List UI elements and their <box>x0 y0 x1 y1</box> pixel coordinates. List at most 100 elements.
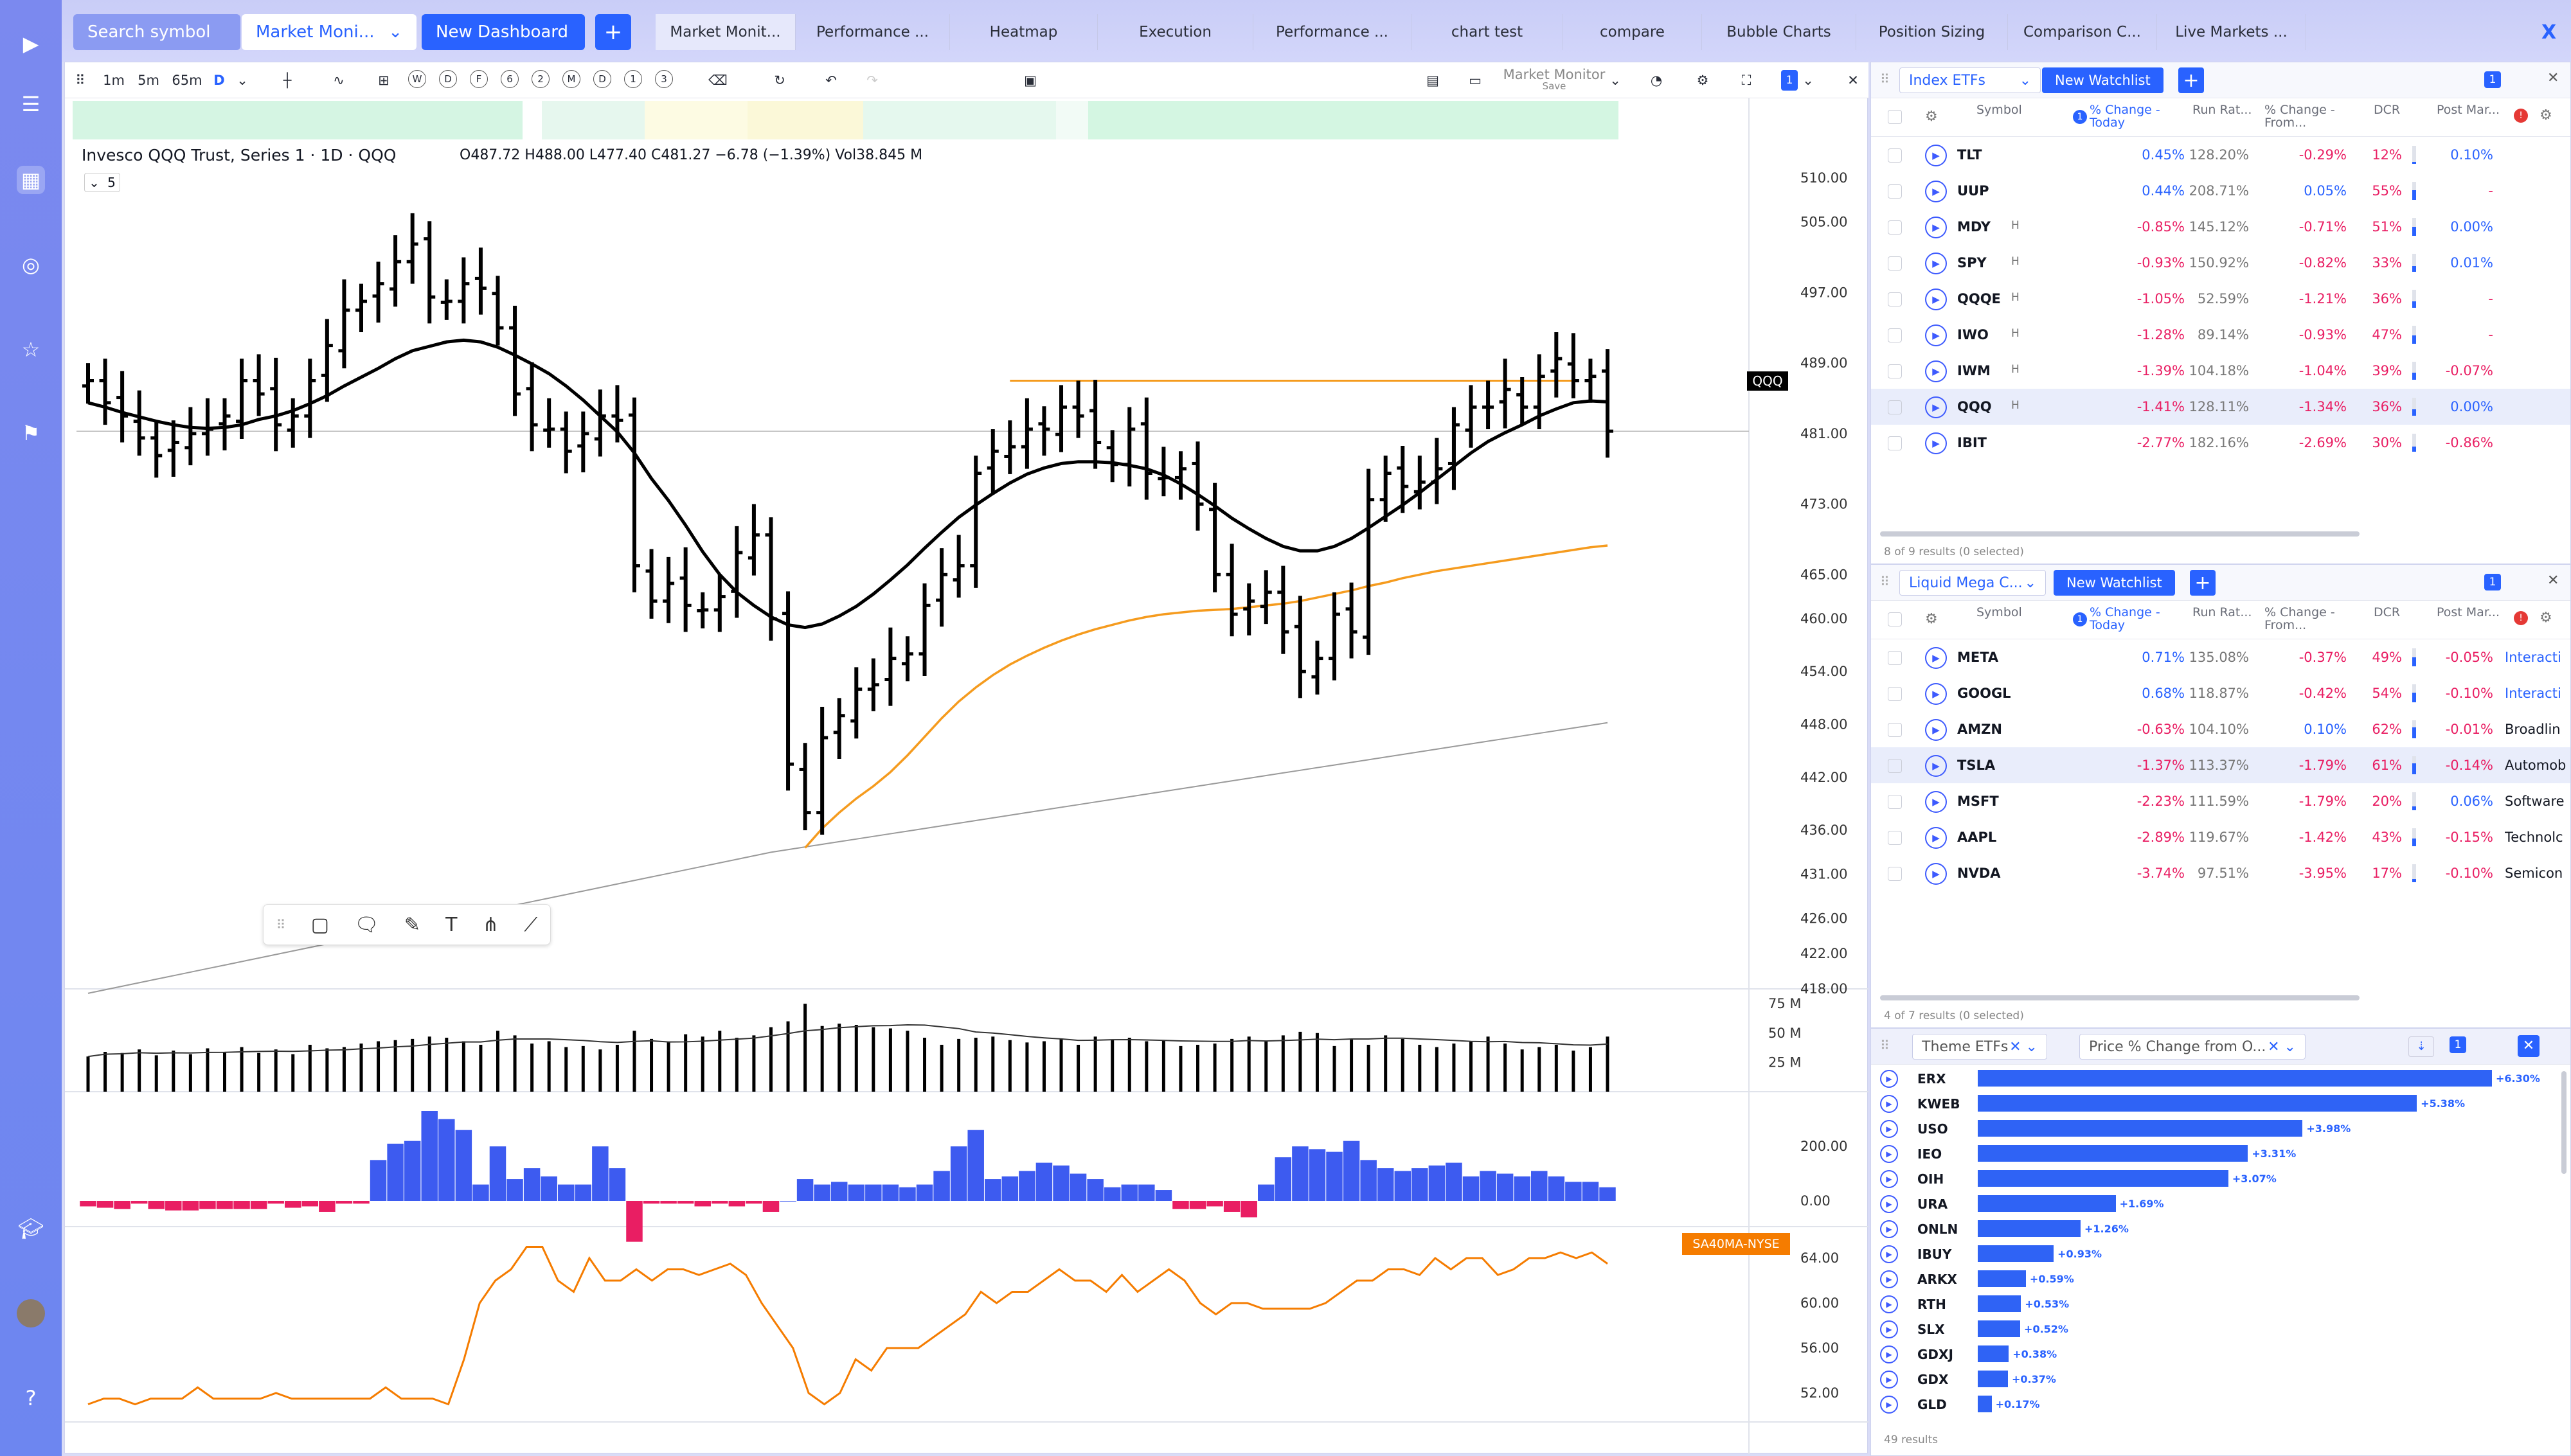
play-icon[interactable]: ▶ <box>1925 647 1947 669</box>
period-d[interactable]: D <box>439 70 457 88</box>
theme-bar-row[interactable]: ▶ URA +1.69% <box>1871 1191 2552 1216</box>
play-icon[interactable]: ▶ <box>1880 1245 1898 1263</box>
play-icon[interactable]: ▶ <box>1880 1371 1898 1389</box>
interval-65m[interactable]: 65m <box>172 73 202 88</box>
row-checkbox[interactable] <box>1888 436 1902 450</box>
symbol[interactable]: GOOGL <box>1957 686 2011 701</box>
alert-icon[interactable]: ! <box>2514 611 2528 625</box>
play-icon[interactable]: ▶ <box>1925 791 1947 813</box>
radar-icon[interactable]: ◎ <box>22 253 40 277</box>
table-row[interactable]: ▶ IWM H -1.39% 104.18% -1.04% 39% -0.07% <box>1871 353 2570 389</box>
play-icon[interactable]: ▶ <box>1925 863 1947 885</box>
rectangle-tool-icon[interactable]: ▢ <box>310 913 329 936</box>
theme-bar-row[interactable]: ▶ GDX +0.37% <box>1871 1367 2552 1391</box>
clear-icon[interactable]: ✕ ⌄ <box>2268 1038 2296 1055</box>
fullscreen-icon[interactable]: ⛶ <box>1741 72 1751 88</box>
gear-icon[interactable]: ⚙ <box>1696 73 1709 88</box>
play-icon[interactable]: ▶ <box>1880 1345 1898 1363</box>
new-watchlist-button[interactable]: New Watchlist <box>2042 67 2163 93</box>
column-header-3[interactable]: Run Rat... <box>2192 103 2252 117</box>
sort-icon[interactable]: ⇣ <box>2408 1036 2434 1057</box>
clear-icon[interactable]: ✕ ⌄ <box>2009 1038 2038 1055</box>
theme-bar-row[interactable]: ▶ ARKX +0.59% <box>1871 1266 2552 1291</box>
symbol[interactable]: IWM <box>1957 363 1991 378</box>
column-header-2[interactable]: % Change - Today <box>2090 103 2160 130</box>
table-row[interactable]: ▶ TLT 0.45% 128.20% -0.29% 12% 0.10% <box>1871 137 2570 173</box>
gear-icon[interactable]: ⚙ <box>1925 611 1938 627</box>
row-checkbox[interactable] <box>1888 723 1902 737</box>
column-header-4[interactable]: % Change - From... <box>2264 103 2335 130</box>
row-checkbox[interactable] <box>1888 364 1902 378</box>
table-row[interactable]: ▶ QQQE H -1.05% 52.59% -1.21% 36% - <box>1871 281 2570 317</box>
table-row[interactable]: ▶ TSLA -1.37% 113.37% -1.79% 61% -0.14% Automob <box>1871 747 2570 783</box>
play-icon[interactable]: ▶ <box>1925 683 1947 705</box>
column-header-6[interactable]: Post Mar... <box>2437 605 2500 619</box>
period-d2[interactable]: D <box>593 70 611 88</box>
table-row[interactable]: ▶ NVDA -3.74% 97.51% -3.95% 17% -0.10% Semicon <box>1871 855 2570 891</box>
row-checkbox[interactable] <box>1888 759 1902 773</box>
folder-icon[interactable]: ▭ <box>1469 73 1482 88</box>
symbol[interactable]: MSFT <box>1957 794 1999 809</box>
vertical-scrollbar[interactable] <box>2561 1071 2567 1174</box>
help-icon[interactable]: ? <box>25 1386 37 1410</box>
tab-8[interactable]: Bubble Charts <box>1702 14 1856 50</box>
redo-icon[interactable]: ↷ <box>866 73 878 88</box>
symbol[interactable]: QQQ <box>1957 399 1992 414</box>
bar-style-icon[interactable]: ┼ <box>283 73 292 88</box>
theme-bar-row[interactable]: ▶ GLD +0.17% <box>1871 1392 2552 1416</box>
play-icon[interactable]: ▶ <box>1925 755 1947 777</box>
play-icon[interactable]: ▶ <box>1880 1195 1898 1213</box>
refresh-icon[interactable]: ↻ <box>774 73 785 88</box>
play-icon[interactable]: ▶ <box>1925 181 1947 202</box>
close-icon[interactable]: ✕ <box>2547 573 2559 589</box>
play-icon[interactable]: ▶ <box>1925 719 1947 741</box>
drag-handle-icon[interactable]: ⠿ <box>1880 1038 1890 1053</box>
period-w[interactable]: W <box>408 70 426 88</box>
close-icon[interactable]: ✕ <box>1847 73 1859 88</box>
dashboard-select[interactable]: Market Moni... ⌄ <box>242 14 417 50</box>
period-2[interactable]: 2 <box>532 70 550 88</box>
link-count-badge[interactable]: 1 <box>2450 1036 2466 1053</box>
column-header-3[interactable]: Run Rat... <box>2192 605 2252 619</box>
brush-tool-icon[interactable]: ✎ <box>404 913 420 936</box>
row-checkbox[interactable] <box>1888 328 1902 342</box>
theme-bar-row[interactable]: ▶ RTH +0.53% <box>1871 1292 2552 1316</box>
play-icon[interactable]: ▶ <box>1880 1145 1898 1163</box>
table-row[interactable]: ▶ AMZN -0.63% 104.10% 0.10% 62% -0.01% Broadlin <box>1871 711 2570 747</box>
table-row[interactable]: ▶ UUP 0.44% 208.71% 0.05% 55% - <box>1871 173 2570 209</box>
theme-select[interactable]: Theme ETFs ✕ ⌄ <box>1912 1034 2047 1060</box>
layout-name[interactable]: Market Monitor Save <box>1487 68 1622 93</box>
play-icon[interactable]: ▶ <box>1880 1220 1898 1238</box>
theme-bar-row[interactable]: ▶ ERX +6.30% <box>1871 1066 2552 1090</box>
column-header-6[interactable]: Post Mar... <box>2437 103 2500 117</box>
horizontal-scrollbar[interactable] <box>1880 531 2360 537</box>
drawing-drag-handle-icon[interactable]: ⠿ <box>276 917 286 932</box>
price-chart[interactable]: 510.00 505.00 497.00 489.00 481.00 473.00 465.… <box>65 98 1868 1454</box>
tab-6[interactable]: chart test <box>1411 14 1563 50</box>
star-icon[interactable]: ☆ <box>21 337 40 362</box>
alerts-icon[interactable]: ⚑ <box>21 421 40 445</box>
period-6[interactable]: 6 <box>501 70 519 88</box>
play-icon[interactable]: ▶ <box>1880 1396 1898 1414</box>
link-count-badge[interactable]: 1 <box>1781 70 1798 91</box>
logo-play-icon[interactable]: ▶ <box>22 31 39 56</box>
tab-2[interactable]: Performance ... <box>796 14 950 50</box>
symbol[interactable]: TLT <box>1957 147 1982 163</box>
link-chevron-icon[interactable]: ⌄ <box>1802 73 1814 88</box>
table-row[interactable]: ▶ QQQ H -1.41% 128.11% -1.34% 36% 0.00% <box>1871 389 2570 425</box>
menu-icon[interactable]: ☰ <box>21 92 40 116</box>
theme-bar-row[interactable]: ▶ USO +3.98% <box>1871 1116 2552 1141</box>
layout-icon[interactable]: ▤ <box>1426 73 1439 88</box>
play-icon[interactable]: ▶ <box>1880 1270 1898 1288</box>
play-icon[interactable]: ▶ <box>1880 1320 1898 1338</box>
tab-3[interactable]: Heatmap <box>950 14 1098 50</box>
table-row[interactable]: ▶ GOOGL 0.68% 118.87% -0.42% 54% -0.10% Interac… <box>1871 675 2570 711</box>
play-icon[interactable]: ▶ <box>1925 145 1947 166</box>
column-header-4[interactable]: % Change - From... <box>2264 605 2335 632</box>
fib-tool-icon[interactable]: ⋔ <box>482 913 499 936</box>
watchlist-select[interactable]: Liquid Mega C... ⌄ <box>1899 570 2046 596</box>
play-icon[interactable]: ▶ <box>1925 289 1947 310</box>
play-icon[interactable]: ▶ <box>1925 253 1947 274</box>
symbol[interactable]: NVDA <box>1957 866 2001 881</box>
row-checkbox[interactable] <box>1888 400 1902 414</box>
